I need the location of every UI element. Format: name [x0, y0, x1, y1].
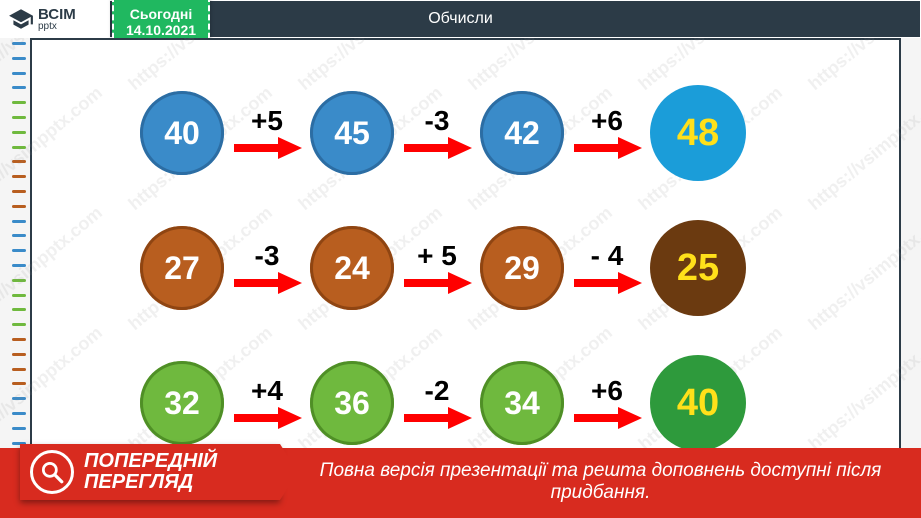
stripe-dash [12, 131, 26, 134]
date-label: Сьогодні [114, 6, 208, 22]
stripe-dash [12, 146, 26, 149]
stripe-dash [12, 397, 26, 400]
value-circle: 48 [650, 85, 746, 181]
value-circle: 25 [650, 220, 746, 316]
stripe-dash [12, 249, 26, 252]
operation-label: +5 [251, 105, 283, 137]
stripe-dash [12, 368, 26, 371]
stripe-dash [12, 57, 26, 60]
stripe-dash [12, 175, 26, 178]
topbar-title: Обчисли [428, 10, 493, 28]
stripe-dash [12, 220, 26, 223]
stripe-dash [12, 86, 26, 89]
value-circle: 27 [140, 226, 224, 310]
operation: -3 [224, 240, 310, 296]
operation-label: + 5 [417, 240, 457, 272]
preview-banner: ПОПЕРЕДНІЙ ПЕРЕГЛЯД Повна версія презент… [0, 428, 921, 518]
stripe-dash [12, 353, 26, 356]
value-circle: 40 [140, 91, 224, 175]
preview-badge-text: ПОПЕРЕДНІЙ ПЕРЕГЛЯД [84, 451, 217, 493]
preview-badge: ПОПЕРЕДНІЙ ПЕРЕГЛЯД [20, 444, 280, 500]
stripe-dash [12, 234, 26, 237]
operation: -3 [394, 105, 480, 161]
arrow-icon [402, 270, 472, 296]
value-circle: 42 [480, 91, 564, 175]
value-circle: 45 [310, 91, 394, 175]
operation-label: +4 [251, 375, 283, 407]
value-circle: 29 [480, 226, 564, 310]
slide: Обчисли ВСІМ pptx Сьогодні 14.10.2021 ht… [0, 0, 921, 518]
stripe-dash [12, 101, 26, 104]
chain-row: 27 -3 24 + 5 29 - 4 25 [140, 220, 746, 316]
arrow-icon [402, 135, 472, 161]
stripe-dash [12, 308, 26, 311]
operation-label: -3 [425, 105, 450, 137]
arrow-icon [232, 270, 302, 296]
operation-label: -2 [425, 375, 450, 407]
operation: + 5 [394, 240, 480, 296]
operation-label: +6 [591, 375, 623, 407]
operation-label: +6 [591, 105, 623, 137]
arrow-icon [232, 135, 302, 161]
stripe-dash [12, 42, 26, 45]
stripe-dash [12, 264, 26, 267]
arrow-icon [572, 135, 642, 161]
operation: - 4 [564, 240, 650, 296]
stripe-dash [12, 160, 26, 163]
stripe-dash [12, 116, 26, 119]
preview-message: Повна версія презентації та решта доповн… [300, 456, 901, 508]
stripe-dash [12, 190, 26, 193]
value-circle: 24 [310, 226, 394, 310]
operation: +4 [224, 375, 310, 431]
logo-text: ВСІМ pptx [38, 7, 76, 32]
chain-row: 40 +5 45 -3 42 +6 48 [140, 85, 746, 181]
stripe-dash [12, 323, 26, 326]
date-value: 14.10.2021 [114, 22, 208, 38]
operation: -2 [394, 375, 480, 431]
stripe-dash [12, 294, 26, 297]
operation: +5 [224, 105, 310, 161]
operation: +6 [564, 105, 650, 161]
logo: ВСІМ pptx [0, 0, 110, 38]
stripe-dash [12, 205, 26, 208]
stripe-dash [12, 382, 26, 385]
stripe-dash [12, 412, 26, 415]
stripe-dash [12, 338, 26, 341]
operation-label: - 4 [591, 240, 624, 272]
stripe-dash [12, 72, 26, 75]
arrow-icon [572, 270, 642, 296]
operation: +6 [564, 375, 650, 431]
magnifier-icon [30, 450, 74, 494]
operation-label: -3 [255, 240, 280, 272]
stripe-dash [12, 279, 26, 282]
graduation-cap-icon [8, 6, 34, 32]
